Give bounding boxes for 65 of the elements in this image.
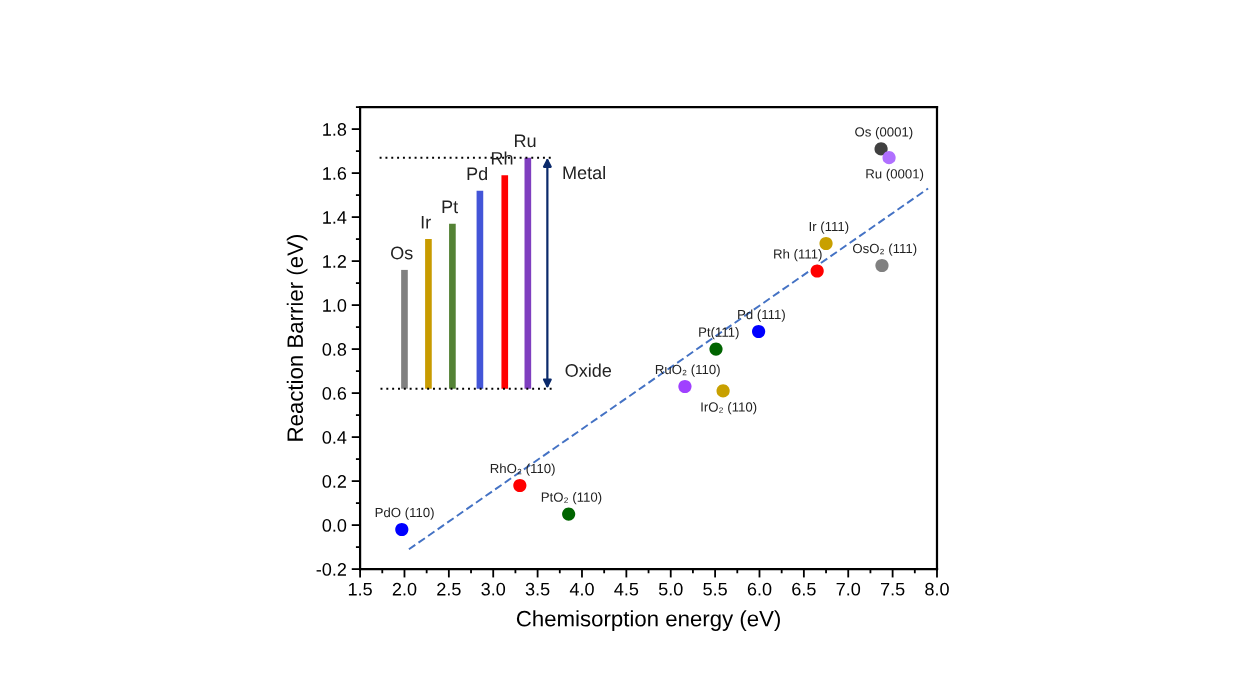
annotation: Pd (111): [738, 309, 785, 322]
annotation: Os: [391, 246, 413, 260]
annotation: OsO₂ (111): [852, 243, 917, 256]
y-tick-label: 0.8: [322, 343, 347, 356]
bar: [501, 175, 509, 389]
bar: [476, 190, 484, 389]
x-tick-label: 5.5: [703, 582, 727, 596]
y-tick-label: 0.6: [322, 387, 347, 400]
annotation: RuO₂ (110): [655, 364, 720, 377]
bar: [401, 269, 408, 389]
x-tick-label: 3.5: [525, 582, 550, 596]
annotation: Pd: [467, 166, 488, 181]
annotation: Ir (111): [809, 221, 849, 234]
x-tick-label: 5.0: [658, 582, 683, 596]
annotation: Metal: [563, 165, 605, 180]
point: [395, 522, 409, 537]
y-tick-label: 0.2: [322, 475, 346, 488]
x-tick-label: 6.0: [747, 582, 772, 596]
y-tick-label: 0.4: [322, 431, 347, 444]
point: [678, 379, 692, 394]
x-axis-title: Chemisorption energy (eV): [516, 610, 780, 631]
point: [882, 151, 896, 165]
bar: [524, 157, 532, 389]
annotation: RhO₂ (110): [490, 463, 555, 476]
point: [752, 324, 766, 339]
y-tick-label: 1.4: [323, 211, 347, 224]
point: [513, 478, 527, 493]
annotation: Oxide: [565, 363, 612, 377]
x-tick-label: 7.0: [836, 582, 861, 596]
y-tick-label: 1.8: [323, 123, 347, 136]
x-tick-label: 2.0: [392, 582, 417, 596]
x-tick-label: 4.5: [614, 582, 639, 596]
point: [819, 236, 833, 251]
y-tick-label: 1.2: [323, 255, 346, 268]
bar: [425, 239, 432, 389]
annotation: PdO (110): [375, 507, 434, 520]
annotation: Rh: [491, 151, 513, 165]
annotation: Pt: [442, 200, 459, 214]
point: [875, 258, 889, 273]
y-axis-title: Reaction Barrier (eV): [286, 235, 308, 441]
y-tick-label: 1.0: [323, 299, 347, 312]
point: [709, 342, 723, 356]
x-tick-label: 8.0: [925, 582, 949, 596]
bar: [449, 223, 456, 389]
annotation: PtO₂ (110): [541, 492, 602, 505]
annotation: Ru (0001): [866, 168, 924, 182]
annotation: Rh (111): [774, 248, 822, 262]
annotation: IrO₂ (110): [701, 402, 757, 415]
x-tick-label: 7.5: [880, 582, 905, 596]
x-tick-label: 3.0: [481, 582, 506, 596]
point: [810, 264, 824, 278]
y-tick-label: 0.0: [322, 519, 347, 532]
annotation: Ir: [421, 215, 431, 229]
x-tick-label: 1.5: [348, 582, 372, 596]
y-tick-label: -0.2: [316, 563, 346, 576]
annotation: Ru: [515, 134, 536, 148]
x-tick-label: 4.0: [569, 582, 594, 596]
annotation: Os (0001): [855, 126, 913, 140]
point: [716, 384, 730, 398]
annotation: Pt(111): [699, 327, 739, 340]
x-tick-label: 6.5: [792, 582, 816, 596]
x-tick-label: 2.5: [437, 582, 461, 596]
y-tick-label: 1.6: [323, 167, 347, 180]
point: [874, 142, 888, 156]
point: [562, 507, 576, 521]
